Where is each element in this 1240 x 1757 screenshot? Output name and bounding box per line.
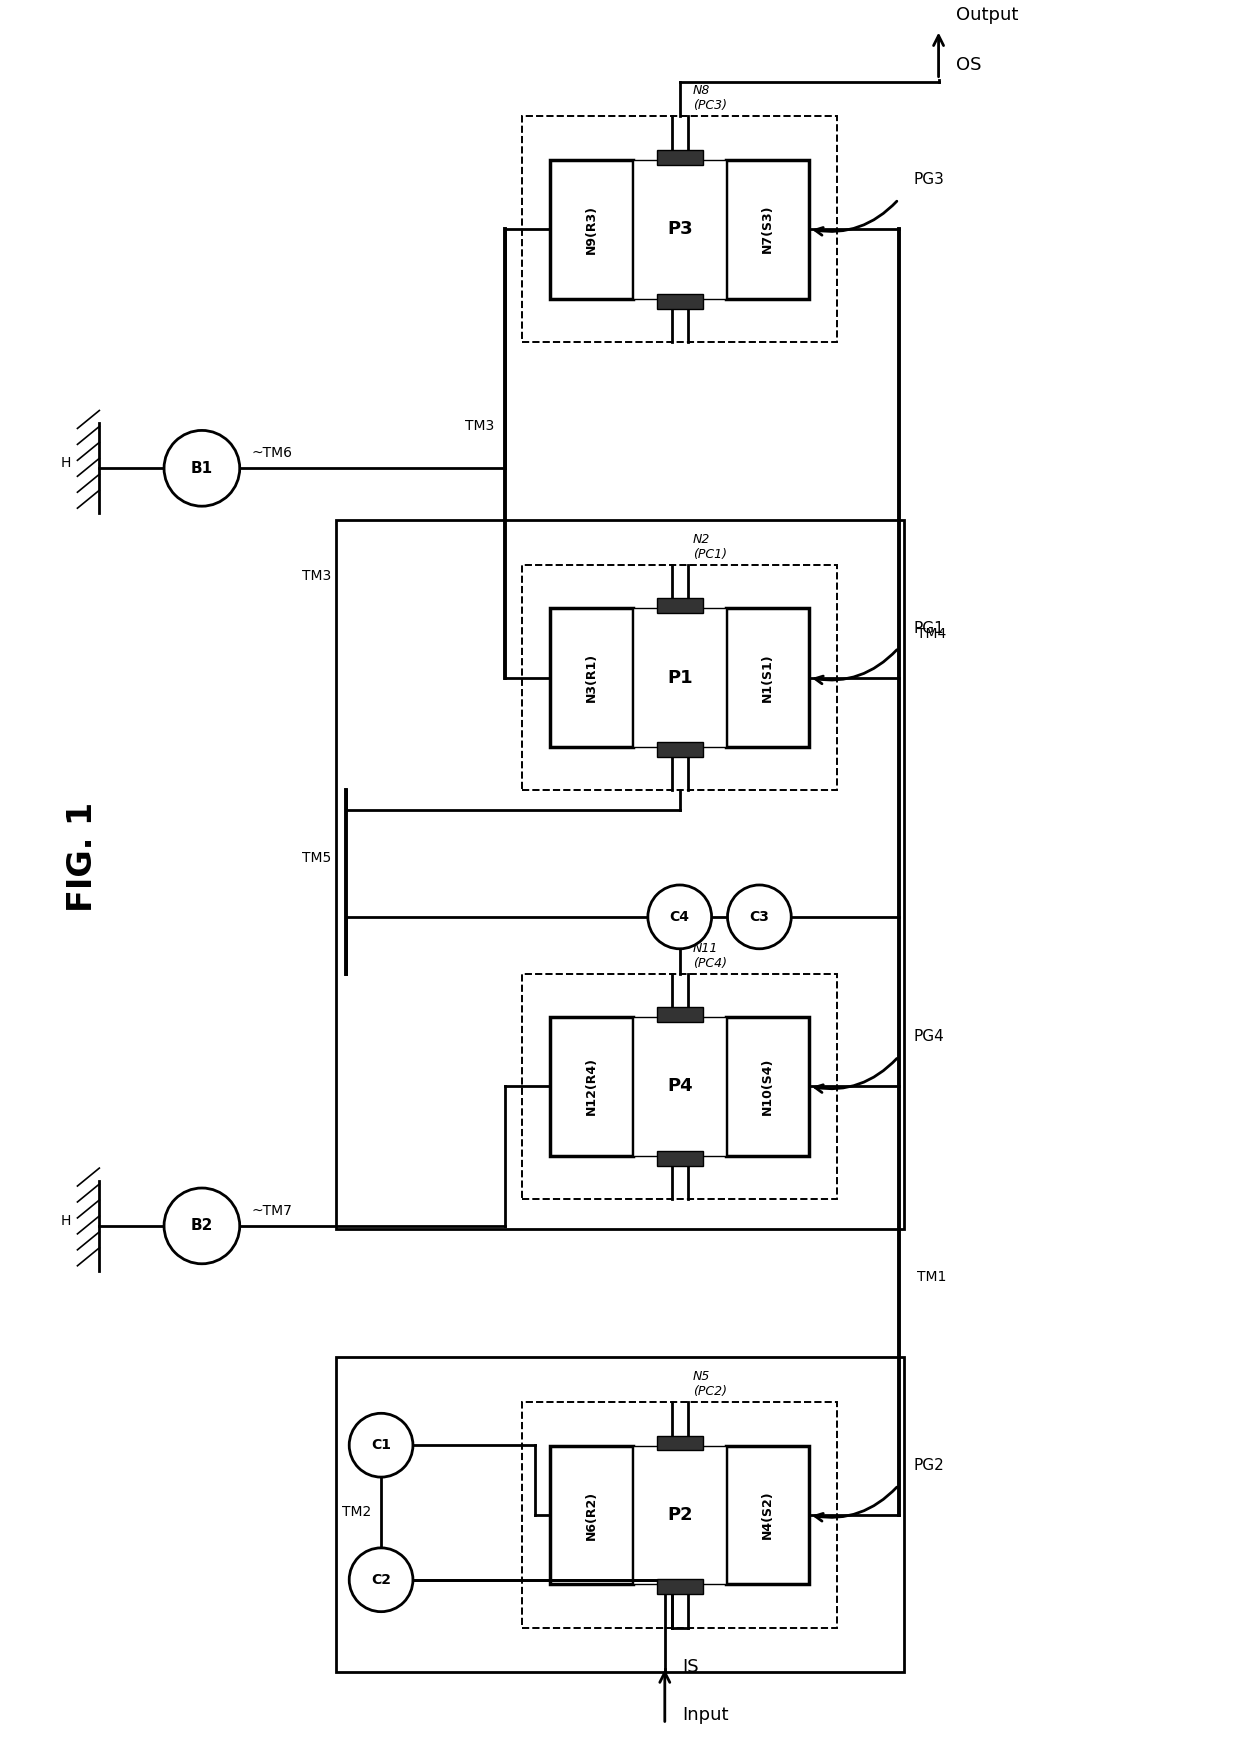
Text: PG3: PG3 <box>914 172 945 188</box>
Text: C1: C1 <box>371 1439 391 1453</box>
Text: TM1: TM1 <box>916 1270 946 1284</box>
Text: ~TM7: ~TM7 <box>252 1204 293 1218</box>
Circle shape <box>164 1188 239 1263</box>
Bar <box>551 1017 634 1156</box>
Text: ~TM6: ~TM6 <box>252 446 293 460</box>
Bar <box>522 566 837 791</box>
Text: N6(R2): N6(R2) <box>585 1490 598 1539</box>
Bar <box>657 1580 703 1594</box>
Text: N8
(PC3): N8 (PC3) <box>693 84 727 112</box>
Bar <box>551 160 634 299</box>
Text: TM3: TM3 <box>303 569 331 583</box>
Text: H: H <box>61 457 72 471</box>
Text: OS: OS <box>956 56 982 74</box>
Text: FIG. 1: FIG. 1 <box>66 801 99 912</box>
Circle shape <box>164 430 239 506</box>
Text: N12(R4): N12(R4) <box>585 1058 598 1116</box>
Text: IS: IS <box>683 1659 699 1676</box>
Circle shape <box>728 886 791 949</box>
Text: PG4: PG4 <box>914 1030 945 1044</box>
Bar <box>657 293 703 309</box>
Text: PG1: PG1 <box>914 620 945 636</box>
Bar <box>657 1007 703 1023</box>
Text: N11
(PC4): N11 (PC4) <box>693 942 727 970</box>
Bar <box>657 1435 703 1451</box>
Text: TM5: TM5 <box>303 850 331 864</box>
Bar <box>727 1446 810 1585</box>
Text: N5
(PC2): N5 (PC2) <box>693 1370 727 1399</box>
Bar <box>522 116 837 341</box>
Bar <box>634 1446 727 1585</box>
Text: P1: P1 <box>667 669 693 687</box>
Circle shape <box>350 1413 413 1478</box>
Text: N2
(PC1): N2 (PC1) <box>693 532 727 560</box>
Text: N1(S1): N1(S1) <box>761 654 774 703</box>
Bar <box>522 973 837 1198</box>
Bar <box>657 597 703 613</box>
Text: TM4: TM4 <box>916 627 946 641</box>
Bar <box>336 520 904 1228</box>
Text: N3(R1): N3(R1) <box>585 654 598 703</box>
Text: C4: C4 <box>670 910 689 924</box>
Text: H: H <box>61 1214 72 1228</box>
Bar <box>657 741 703 757</box>
Text: N9(R3): N9(R3) <box>585 204 598 253</box>
Bar <box>551 608 634 747</box>
Bar <box>336 1358 904 1673</box>
Bar <box>727 608 810 747</box>
Bar <box>551 1446 634 1585</box>
Text: Input: Input <box>683 1706 729 1724</box>
Bar <box>634 608 727 747</box>
Bar <box>727 1017 810 1156</box>
Text: P4: P4 <box>667 1077 693 1095</box>
Text: P3: P3 <box>667 220 693 237</box>
Text: B1: B1 <box>191 460 213 476</box>
Circle shape <box>350 1548 413 1611</box>
Text: TM2: TM2 <box>342 1506 371 1520</box>
Bar <box>727 160 810 299</box>
Text: N4(S2): N4(S2) <box>761 1490 774 1539</box>
Text: PG2: PG2 <box>914 1458 945 1472</box>
Text: TM3: TM3 <box>465 420 495 434</box>
Text: B2: B2 <box>191 1218 213 1233</box>
Bar <box>522 1402 837 1627</box>
Text: N10(S4): N10(S4) <box>761 1058 774 1116</box>
Text: C2: C2 <box>371 1573 391 1587</box>
Circle shape <box>647 886 712 949</box>
Text: Output: Output <box>956 5 1019 25</box>
Text: N7(S3): N7(S3) <box>761 206 774 253</box>
Bar <box>657 149 703 165</box>
Text: P2: P2 <box>667 1506 693 1523</box>
Bar <box>634 160 727 299</box>
Bar <box>657 1151 703 1167</box>
Bar <box>634 1017 727 1156</box>
Text: C3: C3 <box>749 910 769 924</box>
